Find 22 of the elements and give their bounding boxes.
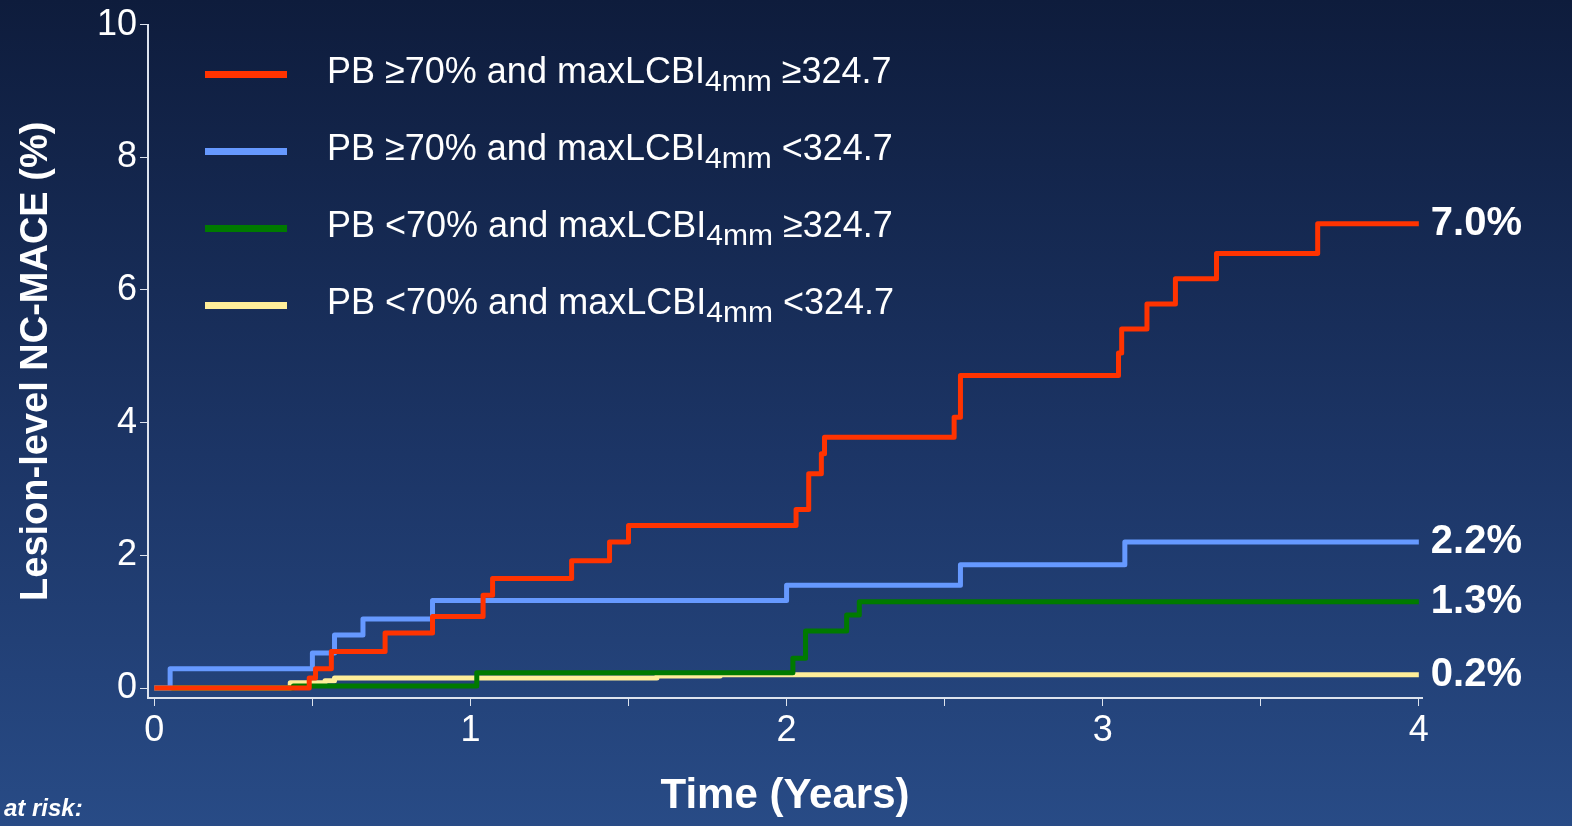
x-axis-title: Time (Years): [660, 770, 910, 818]
x-tick-label: 2: [776, 707, 797, 749]
y-axis-title: Lesion-level NC-MACE (%): [13, 121, 56, 601]
data-label: 7.0%: [1430, 198, 1523, 243]
y-tick-label: 10: [96, 1, 137, 43]
y-tick-label: 0: [116, 664, 137, 706]
x-tick-label: 3: [1092, 707, 1113, 749]
text: at risk:: [4, 794, 83, 822]
legend-label: PB <70% and maxLCBI$_{4mm}$ <324.7: [327, 281, 895, 330]
y-tick-label: 6: [116, 266, 137, 308]
y-tick-label: 2: [116, 532, 137, 574]
y-tick-label: 8: [116, 134, 137, 176]
x-tick-label: 4: [1408, 707, 1429, 749]
y-tick-label: 4: [116, 399, 137, 441]
legend-label: PB ≥70% and maxLCBI$_{4mm}$ <324.7: [327, 127, 893, 176]
legend-label: PB <70% and maxLCBI$_{4mm}$ ≥324.7: [327, 204, 893, 253]
x-tick-label: 0: [144, 707, 165, 749]
legend-label: PB ≥70% and maxLCBI$_{4mm}$ ≥324.7: [327, 50, 892, 99]
x-tick-label: 1: [460, 707, 481, 749]
data-label: 1.3%: [1430, 576, 1523, 621]
data-label: 2.2%: [1430, 517, 1523, 562]
data-label: 0.2%: [1430, 649, 1523, 694]
